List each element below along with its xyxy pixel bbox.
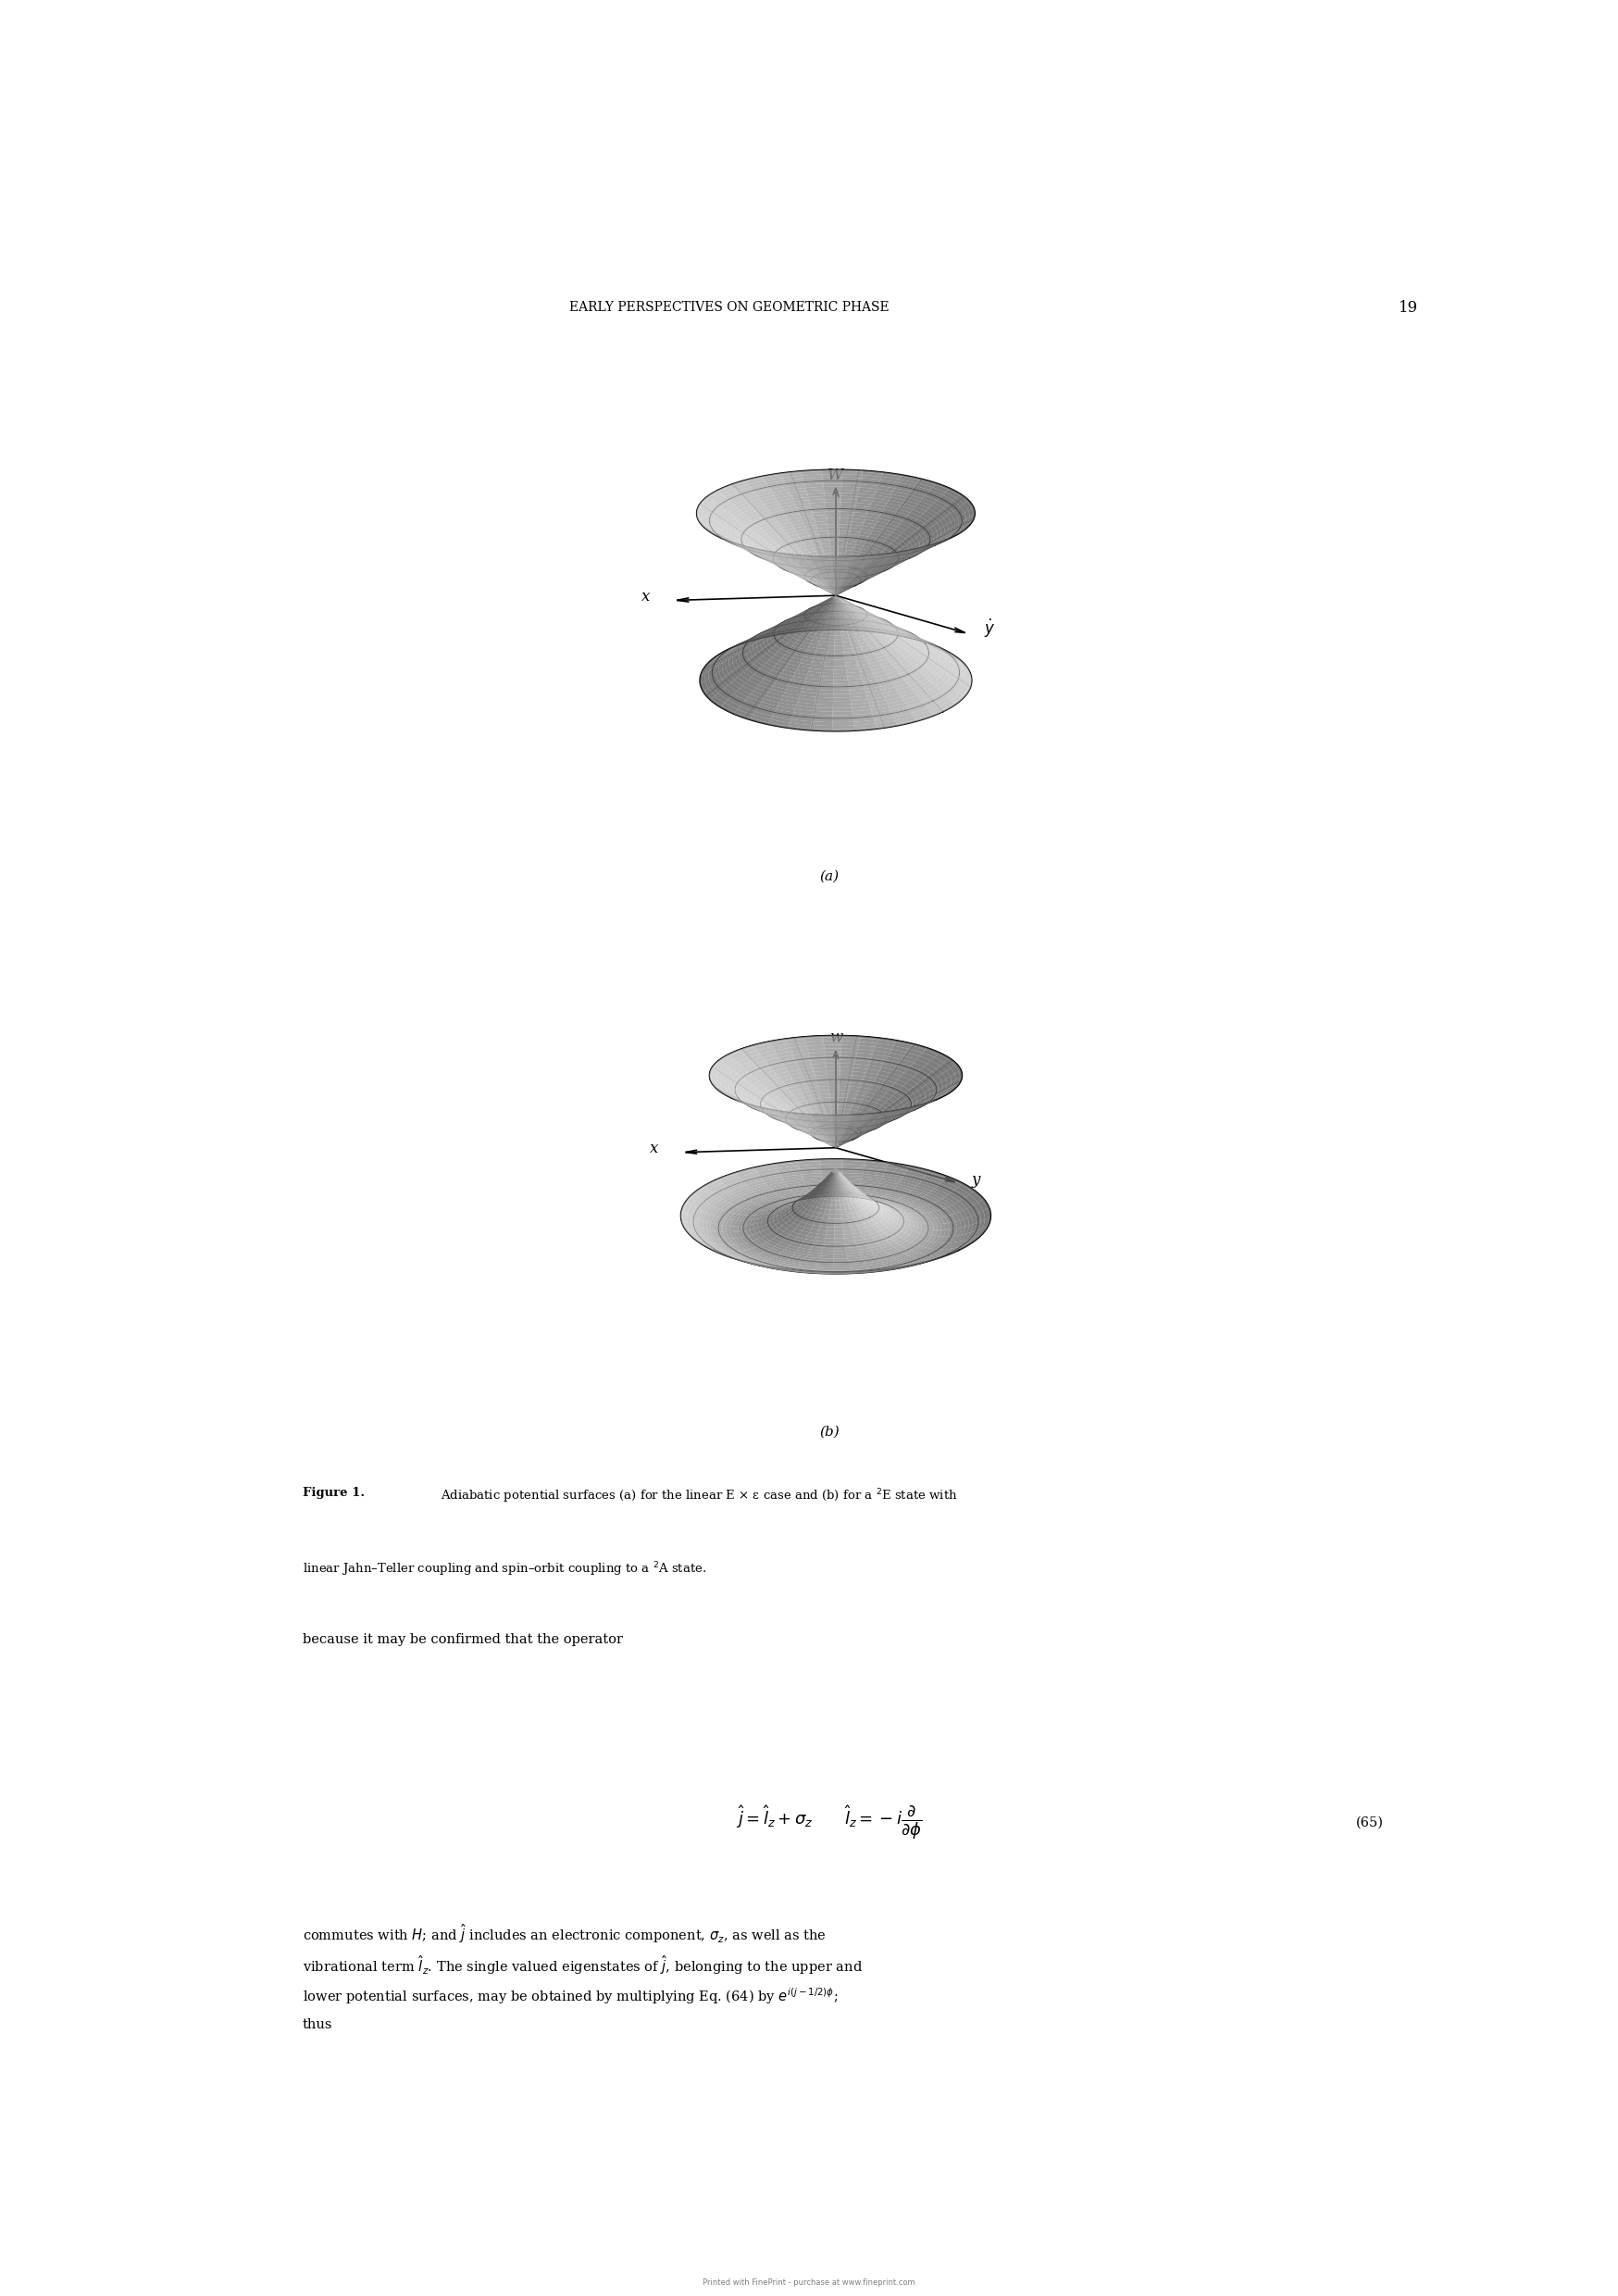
Text: linear Jahn–Teller coupling and spin–orbit coupling to a $^2$A state.: linear Jahn–Teller coupling and spin–orb… xyxy=(303,1561,707,1580)
Text: Printed with FinePrint - purchase at www.fineprint.com: Printed with FinePrint - purchase at www… xyxy=(702,2278,916,2287)
Text: thus: thus xyxy=(303,2018,333,2032)
Text: vibrational term $\hat{l}_z$. The single valued eigenstates of $\hat{j}$, belong: vibrational term $\hat{l}_z$. The single… xyxy=(303,1954,862,1977)
Text: (a): (a) xyxy=(819,870,840,882)
Text: (b): (b) xyxy=(819,1426,840,1440)
Text: because it may be confirmed that the operator: because it may be confirmed that the ope… xyxy=(303,1632,623,1646)
Text: (65): (65) xyxy=(1356,1816,1383,1830)
Text: commutes with $H$; and $\hat{j}$ includes an electronic component, $\sigma_z$, a: commutes with $H$; and $\hat{j}$ include… xyxy=(303,1922,827,1945)
Text: $\hat{j} = \hat{l}_z + \sigma_z \qquad \hat{l}_z = -i\dfrac{\partial}{\partial\p: $\hat{j} = \hat{l}_z + \sigma_z \qquad \… xyxy=(736,1805,922,1841)
Text: 19: 19 xyxy=(1400,298,1419,315)
Text: Figure 1.: Figure 1. xyxy=(303,1488,364,1499)
Text: EARLY PERSPECTIVES ON GEOMETRIC PHASE: EARLY PERSPECTIVES ON GEOMETRIC PHASE xyxy=(570,301,888,315)
Text: Adiabatic potential surfaces (a) for the linear E × ε case and (b) for a $^2$E s: Adiabatic potential surfaces (a) for the… xyxy=(440,1488,958,1504)
Text: lower potential surfaces, may be obtained by multiplying Eq. (64) by $e^{i(j-1/2: lower potential surfaces, may be obtaine… xyxy=(303,1986,838,2007)
